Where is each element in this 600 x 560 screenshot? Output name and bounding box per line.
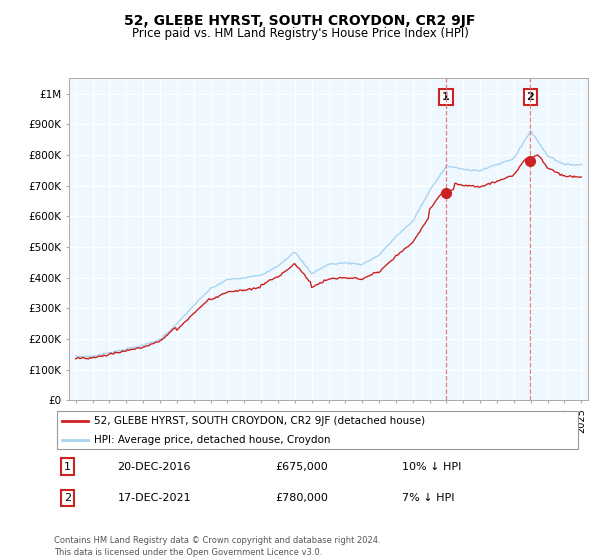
Text: HPI: Average price, detached house, Croydon: HPI: Average price, detached house, Croy… <box>94 435 330 445</box>
Text: 20-DEC-2016: 20-DEC-2016 <box>118 461 191 472</box>
FancyBboxPatch shape <box>56 411 578 449</box>
Text: 1: 1 <box>442 92 450 102</box>
Text: Contains HM Land Registry data © Crown copyright and database right 2024.
This d: Contains HM Land Registry data © Crown c… <box>54 536 380 557</box>
Text: £780,000: £780,000 <box>276 493 329 503</box>
Text: £675,000: £675,000 <box>276 461 329 472</box>
Text: 10% ↓ HPI: 10% ↓ HPI <box>403 461 462 472</box>
Text: 7% ↓ HPI: 7% ↓ HPI <box>403 493 455 503</box>
Text: 2: 2 <box>526 92 534 102</box>
Text: 52, GLEBE HYRST, SOUTH CROYDON, CR2 9JF: 52, GLEBE HYRST, SOUTH CROYDON, CR2 9JF <box>124 14 476 28</box>
Text: 52, GLEBE HYRST, SOUTH CROYDON, CR2 9JF (detached house): 52, GLEBE HYRST, SOUTH CROYDON, CR2 9JF … <box>94 416 425 426</box>
Text: 2: 2 <box>64 493 71 503</box>
Text: Price paid vs. HM Land Registry's House Price Index (HPI): Price paid vs. HM Land Registry's House … <box>131 27 469 40</box>
Text: 17-DEC-2021: 17-DEC-2021 <box>118 493 191 503</box>
Text: 1: 1 <box>64 461 71 472</box>
